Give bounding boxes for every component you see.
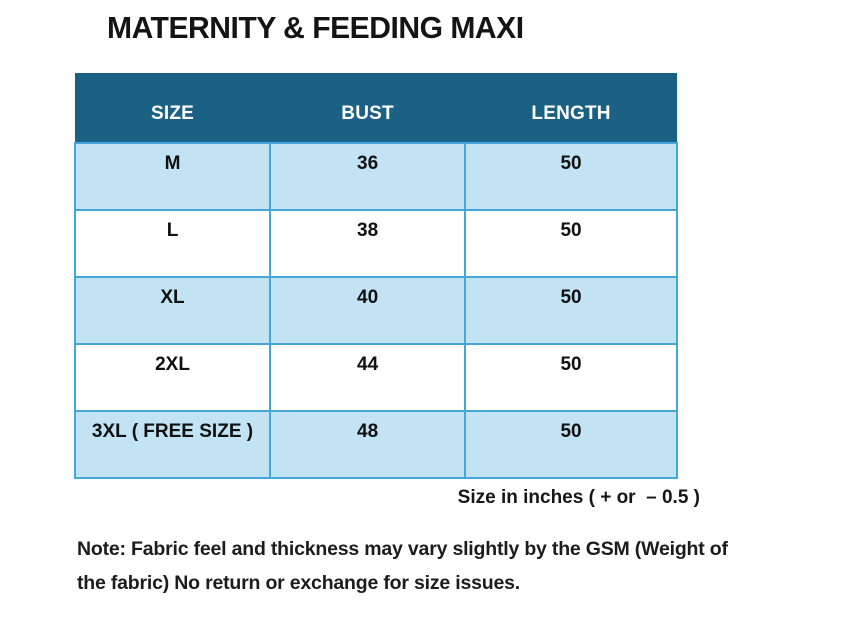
length-cell: 50 [464, 410, 678, 479]
table-row: 2XL 44 50 [73, 343, 678, 412]
fabric-note-line-1: Note: Fabric feel and thickness may vary… [77, 538, 728, 560]
length-cell: 50 [464, 209, 678, 278]
size-cell: 2XL [73, 343, 272, 412]
fabric-note-line-2: the fabric) No return or exchange for si… [77, 572, 520, 594]
bust-cell: 36 [269, 142, 467, 211]
size-chart-table: SIZE BUST LENGTH M 36 50 L 38 50 XL 40 5… [73, 73, 678, 479]
table-row: XL 40 50 [73, 276, 678, 345]
page-title: MATERNITY & FEEDING MAXI [107, 10, 524, 45]
column-header-size: SIZE [75, 73, 271, 143]
table-row: M 36 50 [73, 142, 678, 211]
size-cell: L [73, 209, 272, 278]
column-header-length: LENGTH [465, 73, 677, 143]
size-cell: XL [73, 276, 272, 345]
table-row: 3XL ( FREE SIZE ) 48 50 [73, 410, 678, 479]
length-cell: 50 [464, 142, 678, 211]
table-row: L 38 50 [73, 209, 678, 278]
header-row: SIZE BUST LENGTH [75, 73, 677, 143]
size-cell: 3XL ( FREE SIZE ) [73, 410, 272, 479]
length-cell: 50 [464, 276, 678, 345]
bust-cell: 38 [269, 209, 467, 278]
units-footnote: Size in inches ( + or – 0.5 ) [457, 487, 700, 508]
length-cell: 50 [464, 343, 678, 412]
fabric-note: Note: Fabric feel and thickness may vary… [77, 532, 847, 600]
bust-cell: 44 [269, 343, 467, 412]
size-cell: M [73, 142, 272, 211]
table-header: SIZE BUST LENGTH [75, 73, 677, 143]
bust-cell: 40 [269, 276, 467, 345]
column-header-bust: BUST [270, 73, 466, 143]
bust-cell: 48 [269, 410, 467, 479]
